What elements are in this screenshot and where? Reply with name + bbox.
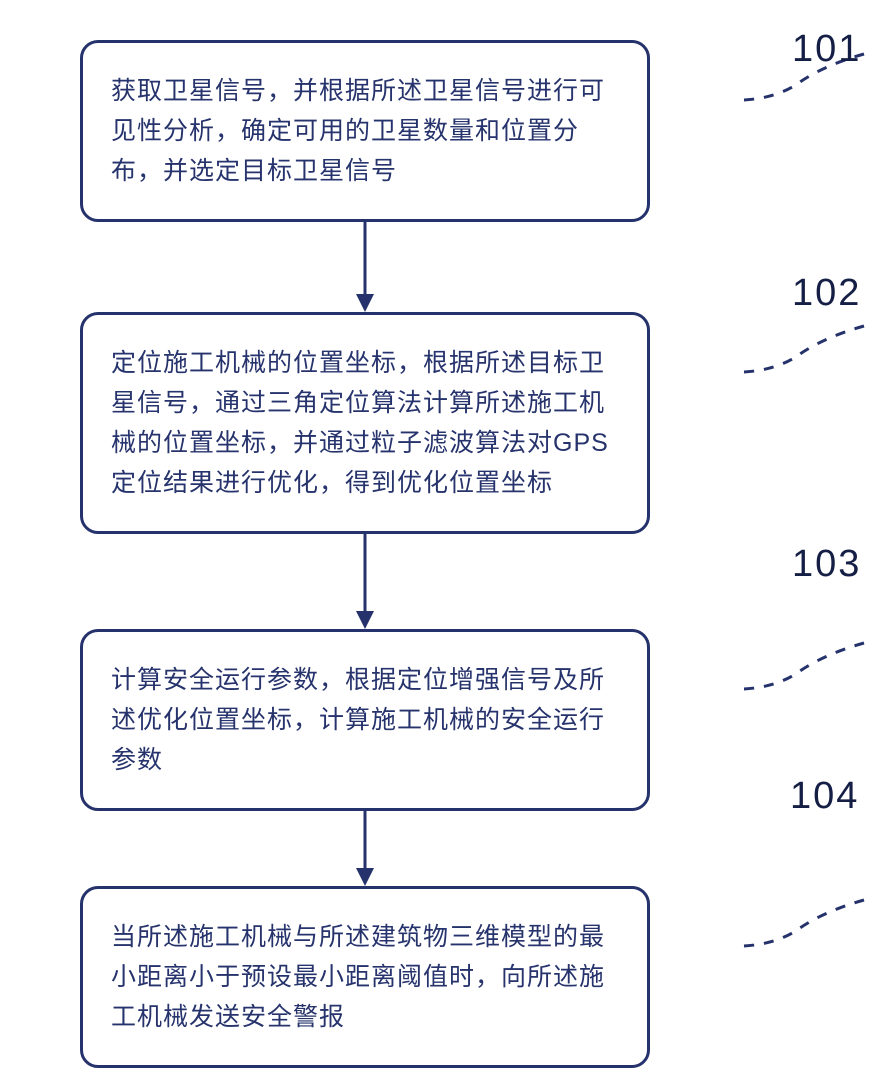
node-label: 101 — [792, 28, 861, 71]
node-wrapper: 当所述施工机械与所述建筑物三维模型的最小距离小于预设最小距离阈值时，向所述施工机… — [80, 886, 887, 1068]
node-text: 当所述施工机械与所述建筑物三维模型的最小距离小于预设最小距离阈值时，向所述施工机… — [111, 923, 605, 1031]
arrow-down-icon — [350, 811, 380, 886]
connector-curve-icon — [740, 312, 870, 382]
node-label: 103 — [792, 543, 861, 586]
node-text: 计算安全运行参数，根据定位增强信号及所述优化位置坐标，计算施工机械的安全运行参数 — [111, 666, 605, 774]
flowchart-node: 获取卫星信号，并根据所述卫星信号进行可见性分析，确定可用的卫星数量和位置分布，并… — [80, 40, 650, 222]
node-text: 获取卫星信号，并根据所述卫星信号进行可见性分析，确定可用的卫星数量和位置分布，并… — [111, 77, 605, 185]
node-label: 102 — [792, 272, 861, 315]
arrow-down-icon — [350, 222, 380, 312]
node-wrapper: 定位施工机械的位置坐标，根据所述目标卫星信号，通过三角定位算法计算所述施工机械的… — [80, 312, 887, 534]
flowchart-node: 定位施工机械的位置坐标，根据所述目标卫星信号，通过三角定位算法计算所述施工机械的… — [80, 312, 650, 534]
node-wrapper: 获取卫星信号，并根据所述卫星信号进行可见性分析，确定可用的卫星数量和位置分布，并… — [80, 40, 887, 222]
arrow-wrapper — [80, 534, 650, 629]
node-text: 定位施工机械的位置坐标，根据所述目标卫星信号，通过三角定位算法计算所述施工机械的… — [111, 349, 609, 497]
arrow-wrapper — [80, 811, 650, 886]
node-label: 104 — [790, 775, 859, 818]
flowchart-container: 获取卫星信号，并根据所述卫星信号进行可见性分析，确定可用的卫星数量和位置分布，并… — [0, 0, 887, 1068]
arrow-down-icon — [350, 534, 380, 629]
arrow-wrapper — [80, 222, 650, 312]
flowchart-node: 当所述施工机械与所述建筑物三维模型的最小距离小于预设最小距离阈值时，向所述施工机… — [80, 886, 650, 1068]
flowchart-node: 计算安全运行参数，根据定位增强信号及所述优化位置坐标，计算施工机械的安全运行参数 — [80, 629, 650, 811]
connector-curve-icon — [740, 886, 870, 956]
connector-curve-icon — [740, 629, 870, 699]
node-wrapper: 计算安全运行参数，根据定位增强信号及所述优化位置坐标，计算施工机械的安全运行参数 — [80, 629, 887, 811]
